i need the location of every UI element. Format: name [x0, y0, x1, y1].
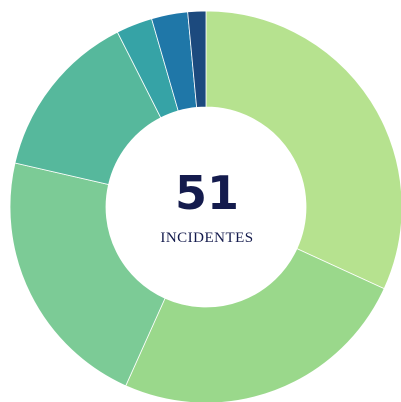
donut-segment	[187, 10, 207, 108]
donut-segment	[9, 162, 166, 387]
donut-segment	[205, 10, 401, 290]
center-label: INCIDENTES	[160, 230, 253, 246]
center-value: 51	[175, 166, 239, 220]
donut-segment	[125, 248, 385, 402]
